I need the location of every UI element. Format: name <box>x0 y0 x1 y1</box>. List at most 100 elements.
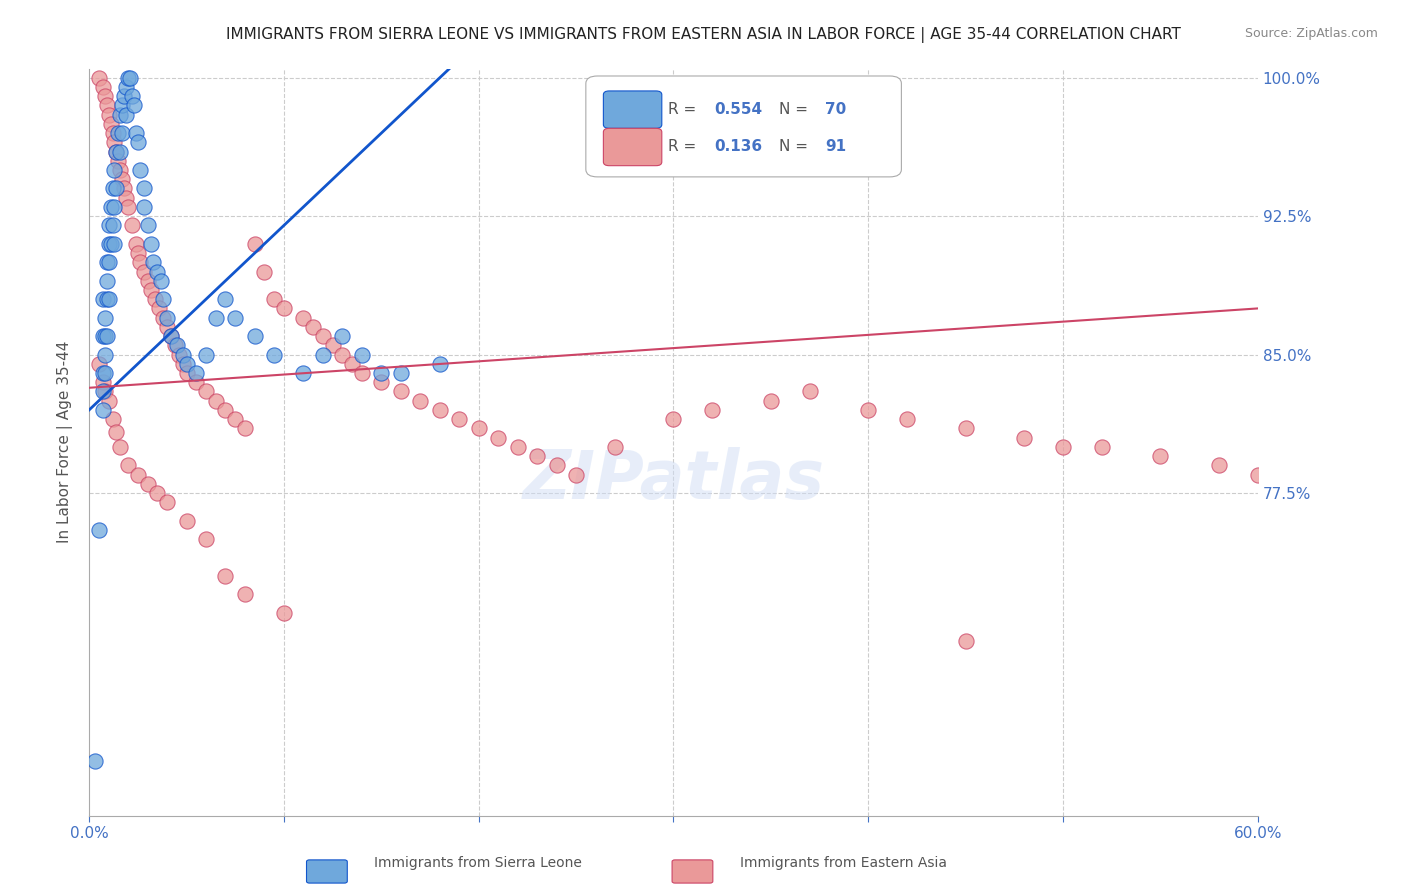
Point <box>91 366 114 380</box>
Point <box>292 366 315 380</box>
Point <box>111 98 134 112</box>
Point <box>1208 458 1230 473</box>
Point <box>122 98 145 112</box>
Point <box>163 338 186 352</box>
Point <box>166 338 188 352</box>
Point <box>93 89 115 103</box>
Point <box>100 200 122 214</box>
Point <box>340 357 363 371</box>
Point <box>128 255 150 269</box>
Point <box>107 126 129 140</box>
Point <box>273 301 295 316</box>
Point <box>101 219 124 233</box>
Point <box>103 136 125 150</box>
Point <box>117 200 139 214</box>
Point <box>167 347 190 361</box>
Point <box>253 264 276 278</box>
Point <box>172 347 194 361</box>
Point <box>273 606 295 620</box>
Text: Immigrants from Eastern Asia: Immigrants from Eastern Asia <box>740 855 948 870</box>
Text: 0.554: 0.554 <box>714 102 762 117</box>
Point <box>1091 440 1114 454</box>
Point <box>127 136 149 150</box>
Point <box>110 440 132 454</box>
Y-axis label: In Labor Force | Age 35-44: In Labor Force | Age 35-44 <box>58 341 73 543</box>
Point <box>799 384 821 399</box>
Point <box>263 347 285 361</box>
Point <box>107 153 129 168</box>
Point <box>97 292 120 306</box>
Point <box>115 108 138 122</box>
Point <box>214 403 236 417</box>
Point <box>565 467 588 482</box>
Point <box>84 754 107 768</box>
Point <box>115 191 138 205</box>
Point <box>409 393 432 408</box>
Point <box>87 357 110 371</box>
Text: N =: N = <box>779 139 813 154</box>
Point <box>176 366 198 380</box>
Point <box>111 172 134 186</box>
Point <box>195 532 218 546</box>
Point <box>486 431 509 445</box>
Point <box>506 440 529 454</box>
Point <box>224 412 246 426</box>
Point <box>759 393 782 408</box>
Point <box>150 274 173 288</box>
Point <box>858 403 880 417</box>
Point <box>105 145 128 159</box>
Point <box>96 255 118 269</box>
Point <box>526 449 548 463</box>
FancyBboxPatch shape <box>603 128 662 166</box>
Point <box>350 366 373 380</box>
Point <box>176 357 198 371</box>
Point <box>449 412 471 426</box>
Point <box>103 236 125 251</box>
Point <box>332 347 354 361</box>
Point <box>156 319 179 334</box>
Point <box>132 181 155 195</box>
Point <box>96 98 118 112</box>
Point <box>105 181 128 195</box>
Point <box>105 145 128 159</box>
Point <box>176 514 198 528</box>
Point <box>141 236 163 251</box>
Point <box>702 403 724 417</box>
Point <box>263 292 285 306</box>
Point <box>145 292 167 306</box>
Point <box>332 329 354 343</box>
Point <box>467 421 489 435</box>
Point <box>132 200 155 214</box>
Point <box>204 310 226 325</box>
Point <box>160 329 183 343</box>
Point <box>214 292 236 306</box>
Point <box>112 89 135 103</box>
Point <box>91 80 114 95</box>
Point <box>93 384 115 399</box>
Point <box>233 587 256 601</box>
Point <box>429 357 451 371</box>
Point <box>1247 467 1270 482</box>
Point <box>127 467 149 482</box>
Text: R =: R = <box>668 139 700 154</box>
Point <box>214 569 236 583</box>
Point <box>97 393 120 408</box>
Text: 91: 91 <box>825 139 846 154</box>
Point <box>101 126 124 140</box>
Point <box>125 126 148 140</box>
Point <box>204 393 226 408</box>
Point <box>91 403 114 417</box>
Point <box>389 384 412 399</box>
Text: N =: N = <box>779 102 813 117</box>
Point <box>105 425 128 439</box>
Point <box>97 219 120 233</box>
Point <box>91 384 114 399</box>
FancyBboxPatch shape <box>603 91 662 128</box>
Point <box>195 347 218 361</box>
Point <box>121 219 143 233</box>
Point <box>243 236 266 251</box>
Point <box>302 319 325 334</box>
Point <box>292 310 315 325</box>
Point <box>312 329 335 343</box>
Point <box>1149 449 1171 463</box>
